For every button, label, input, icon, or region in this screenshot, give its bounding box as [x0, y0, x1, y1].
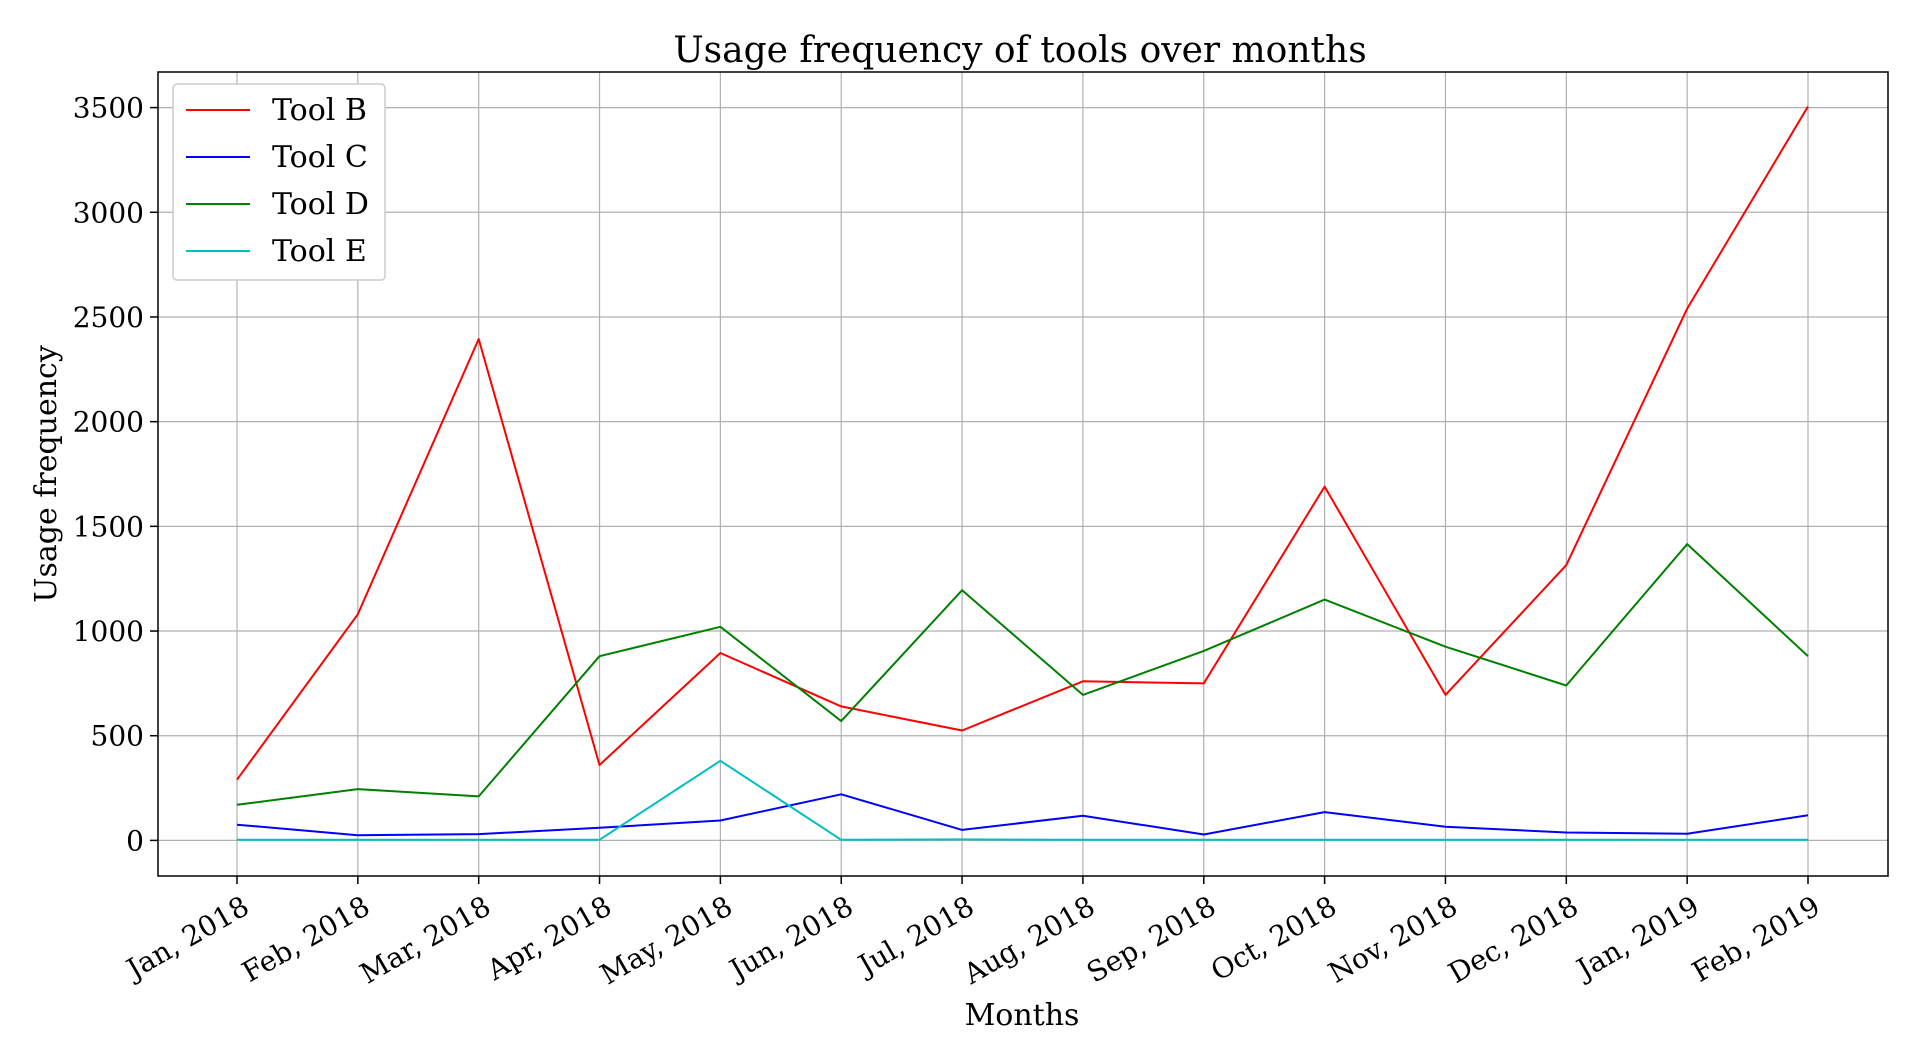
series-layer: [236, 105, 1809, 841]
chart-title: Usage frequency of tools over months: [673, 30, 1366, 71]
y-axis: 0 500 1000 1500 2000 2500 3000 3500: [73, 92, 158, 857]
legend-label-tool-b: Tool B: [272, 93, 367, 128]
x-tick-label: Jan, 2018: [118, 889, 254, 987]
y-tick-label: 2000: [73, 406, 144, 439]
x-tick-label: Jul, 2018: [850, 889, 979, 983]
x-tick-label: Apr, 2018: [481, 889, 617, 987]
y-tick-label: 500: [91, 720, 144, 753]
plot-frame: [157, 71, 1889, 877]
x-tick-label: Dec, 2018: [1443, 889, 1584, 989]
y-tick-label: 3500: [73, 92, 144, 125]
legend-label-tool-d: Tool D: [272, 187, 369, 222]
series-line-tool-b: [236, 105, 1809, 781]
grid: [158, 72, 1888, 876]
x-axis-label: Months: [965, 998, 1080, 1033]
legend: Tool B Tool C Tool D Tool E: [172, 83, 386, 281]
legend-label-tool-e: Tool E: [272, 234, 367, 269]
y-tick-label: 2500: [73, 301, 144, 334]
legend-label-tool-c: Tool C: [272, 140, 368, 175]
series-line-tool-e: [237, 759, 1808, 841]
x-tick-label: Aug, 2018: [957, 889, 1100, 991]
x-tick-label: Nov, 2018: [1323, 889, 1463, 989]
y-tick-label: 3000: [73, 196, 144, 229]
x-tick-label: Feb, 2018: [236, 889, 375, 988]
x-tick-label: May, 2018: [594, 889, 737, 991]
y-tick-label: 0: [126, 824, 144, 857]
y-tick-label: 1000: [73, 615, 144, 648]
y-axis-label: Usage frequency: [29, 345, 64, 603]
legend-box: [172, 83, 386, 281]
y-tick-label: 1500: [73, 510, 144, 543]
x-tick-label: Feb, 2019: [1686, 889, 1825, 988]
x-tick-label: Jun, 2018: [722, 889, 859, 987]
series-line-tool-c: [236, 793, 1809, 837]
x-tick-label: Mar, 2018: [354, 889, 496, 990]
x-tick-label: Sep, 2018: [1081, 889, 1221, 989]
x-tick-label: Jan, 2019: [1569, 889, 1705, 987]
x-tick-label: Oct, 2018: [1205, 889, 1342, 987]
series-line-tool-d: [236, 543, 1809, 806]
